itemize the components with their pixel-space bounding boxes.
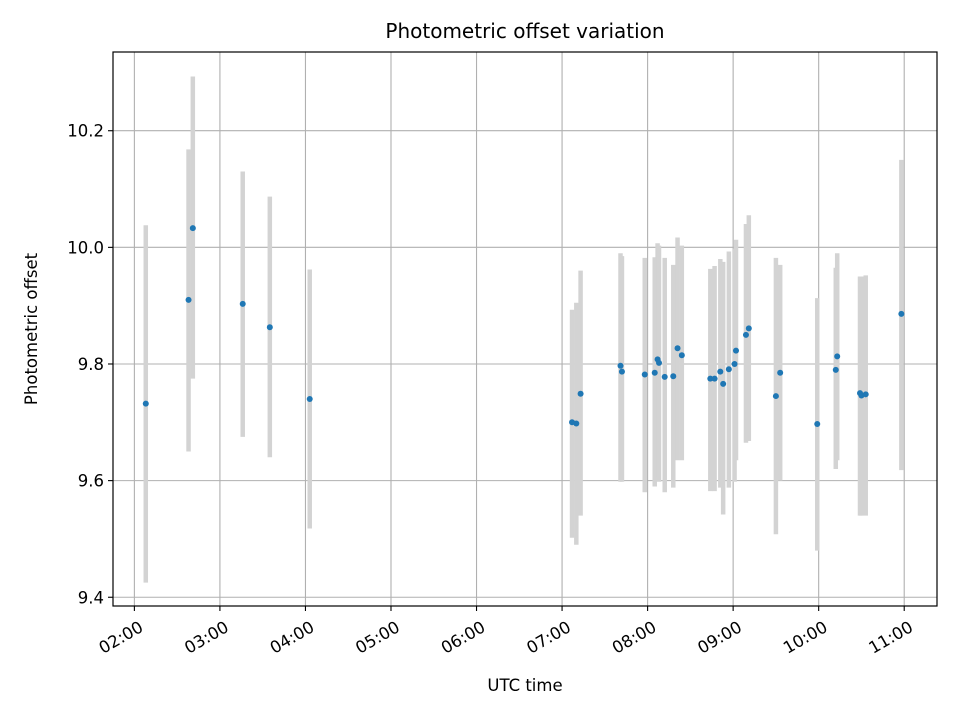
data-point bbox=[266, 324, 273, 331]
data-point bbox=[731, 360, 738, 367]
data-point bbox=[239, 300, 246, 307]
data-point bbox=[717, 368, 724, 375]
y-tick-label: 9.8 bbox=[78, 355, 104, 374]
y-tick-label: 9.6 bbox=[78, 472, 104, 491]
data-point bbox=[711, 375, 718, 382]
data-point bbox=[661, 373, 668, 380]
plot-frame bbox=[112, 51, 938, 607]
data-point bbox=[142, 400, 149, 407]
y-tick-label: 10.2 bbox=[67, 122, 104, 141]
data-point bbox=[617, 362, 624, 369]
data-point bbox=[720, 380, 727, 387]
data-point bbox=[577, 390, 584, 397]
chart-title: Photometric offset variation bbox=[385, 19, 664, 43]
y-tick-label: 10.0 bbox=[67, 238, 104, 257]
data-point bbox=[674, 345, 681, 352]
data-point bbox=[573, 420, 580, 427]
data-point bbox=[772, 393, 779, 400]
data-point bbox=[651, 369, 658, 376]
data-point bbox=[707, 375, 714, 382]
y-tick-label: 9.4 bbox=[78, 588, 104, 607]
data-point bbox=[777, 369, 784, 376]
data-point bbox=[745, 325, 752, 332]
data-point bbox=[814, 421, 821, 428]
data-point bbox=[306, 395, 313, 402]
data-point bbox=[189, 225, 196, 232]
data-point bbox=[678, 352, 685, 359]
data-point bbox=[898, 310, 905, 317]
data-point bbox=[742, 331, 749, 338]
data-point bbox=[641, 371, 648, 378]
gridlines bbox=[113, 52, 937, 606]
data-point bbox=[732, 347, 739, 354]
data-point bbox=[834, 353, 841, 360]
data-point bbox=[185, 296, 192, 303]
y-axis-label: Photometric offset bbox=[22, 252, 41, 405]
x-axis-label: UTC time bbox=[487, 676, 562, 695]
data-points bbox=[142, 225, 905, 428]
data-point bbox=[656, 359, 663, 366]
data-point bbox=[618, 368, 625, 375]
data-point bbox=[725, 366, 732, 373]
data-point bbox=[670, 373, 677, 380]
data-point bbox=[862, 391, 869, 398]
data-point bbox=[832, 366, 839, 373]
